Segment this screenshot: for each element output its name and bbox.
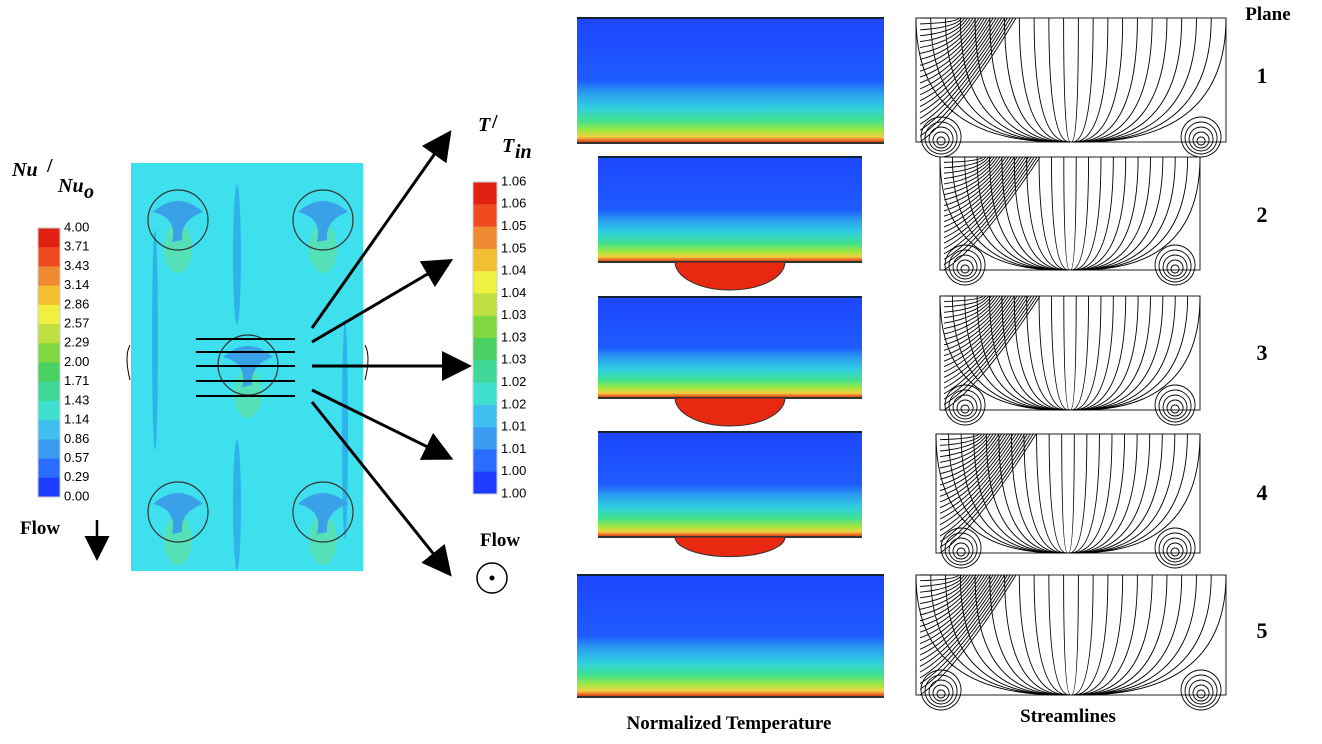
- pin-section: [675, 537, 785, 557]
- colorbar-label: 1.14: [64, 412, 89, 427]
- colorbar-label: 1.03: [501, 329, 526, 344]
- colorbar-band: [38, 343, 60, 363]
- colorbar-label: 2.29: [64, 335, 89, 350]
- colorbar-label: 2.00: [64, 354, 89, 369]
- streamline-panel: [916, 18, 1226, 142]
- colorbar-label: 4.00: [64, 219, 89, 234]
- colorbar-band: [38, 459, 60, 479]
- colorbar-band: [38, 439, 60, 459]
- flow-dot: [490, 576, 495, 581]
- colorbar-label: 1.02: [501, 374, 526, 389]
- colorbar-label: 0.00: [64, 488, 89, 503]
- slash: /: [491, 111, 498, 133]
- colorbar-band: [38, 363, 60, 383]
- colorbar-band: [473, 338, 497, 361]
- colorbar-label: 1.04: [501, 263, 526, 278]
- colorbar-band: [38, 247, 60, 267]
- colorbar-label: 3.14: [64, 277, 89, 292]
- colorbar-band: [38, 286, 60, 306]
- nu-colorbar: 4.00 3.71 3.43 3.14 2.86 2.57 2.29 2.00 1.71 1.43…: [38, 219, 89, 503]
- colorbar-label: 1.02: [501, 396, 526, 411]
- t-title-sub: in: [515, 141, 532, 163]
- streamline-panel: [916, 575, 1226, 695]
- colorbar-band: [473, 472, 497, 495]
- plane-number: 4: [1257, 480, 1268, 505]
- colorbar-label: 1.00: [501, 463, 526, 478]
- colorbar-band: [473, 316, 497, 339]
- slash: /: [46, 155, 53, 177]
- colorbar-label: 1.00: [501, 485, 526, 500]
- colorbar-band: [473, 293, 497, 316]
- temperature-panel: [577, 18, 884, 143]
- colorbar-label: 1.01: [501, 441, 526, 456]
- colorbar-label: 1.05: [501, 218, 526, 233]
- colorbar-band: [473, 360, 497, 383]
- colorbar-label: 2.86: [64, 296, 89, 311]
- plane-number: 2: [1257, 202, 1268, 227]
- colorbar-label: 0.86: [64, 431, 89, 446]
- nu-title-sub: o: [84, 181, 94, 203]
- colorbar-band: [473, 204, 497, 227]
- temperature-panel: [577, 575, 884, 697]
- plane-number: 1: [1257, 63, 1268, 88]
- colorbar-band: [473, 182, 497, 205]
- plane-header: Plane: [1245, 4, 1290, 25]
- colorbar-band: [473, 405, 497, 428]
- colorbar-label: 1.06: [501, 196, 526, 211]
- streamline-panel: [936, 434, 1200, 553]
- colorbar-label: 1.05: [501, 240, 526, 255]
- colorbar-label: 1.43: [64, 392, 89, 407]
- colorbar-band: [38, 266, 60, 286]
- temperature-panel: [598, 297, 862, 398]
- streamline-panel: [940, 157, 1200, 270]
- colorbar-band: [38, 382, 60, 402]
- caption-streamlines: Streamlines: [1020, 706, 1116, 727]
- colorbar-band: [473, 227, 497, 250]
- streamline-panel: [940, 296, 1200, 410]
- colorbar-band: [38, 401, 60, 421]
- colorbar-label: 1.01: [501, 419, 526, 434]
- colorbar-band: [38, 324, 60, 344]
- nu-title-num: Nu: [11, 159, 38, 181]
- plane-number: 3: [1257, 340, 1268, 365]
- colorbar-label: 1.03: [501, 307, 526, 322]
- colorbar-label: 1.04: [501, 285, 526, 300]
- colorbar-label: 2.57: [64, 316, 89, 331]
- colorbar-label: 0.29: [64, 469, 89, 484]
- temperature-panel: [598, 157, 862, 262]
- colorbar-band: [473, 427, 497, 450]
- t-title-num: T: [478, 114, 491, 136]
- colorbar-band: [473, 383, 497, 406]
- colorbar-band: [473, 449, 497, 472]
- colorbar-label: 0.57: [64, 450, 89, 465]
- flow-label: Flow: [480, 530, 520, 551]
- nu-title-den: Nu: [57, 175, 84, 197]
- colorbar-band: [38, 228, 60, 248]
- colorbar-label: 1.03: [501, 352, 526, 367]
- colorbar-band: [38, 420, 60, 440]
- colorbar-label: 3.71: [64, 239, 89, 254]
- t-title-den: T: [502, 135, 515, 157]
- figure: Nu / Nu o 4.00 3.71 3.43 3.14 2.86 2.57 2.29 2.…: [0, 0, 1322, 744]
- caption-temperature: Normalized Temperature: [627, 713, 832, 734]
- colorbar-band: [38, 478, 60, 498]
- colorbar-band: [473, 249, 497, 272]
- temp-colorbar: 1.06 1.06 1.05 1.05 1.04 1.04 1.03 1.03 1.03 1.02…: [473, 173, 526, 500]
- colorbar-band: [473, 271, 497, 294]
- flow-label: Flow: [20, 518, 60, 539]
- colorbar-band: [38, 305, 60, 325]
- colorbar-label: 1.06: [501, 173, 526, 188]
- colorbar-label: 1.71: [64, 373, 89, 388]
- temperature-panel: [598, 432, 862, 537]
- pin-section: [675, 398, 785, 426]
- colorbar-label: 3.43: [64, 258, 89, 273]
- plane-number: 5: [1257, 618, 1268, 643]
- panels: 1 2 3 4 5: [577, 18, 1268, 710]
- pin-section: [675, 262, 785, 290]
